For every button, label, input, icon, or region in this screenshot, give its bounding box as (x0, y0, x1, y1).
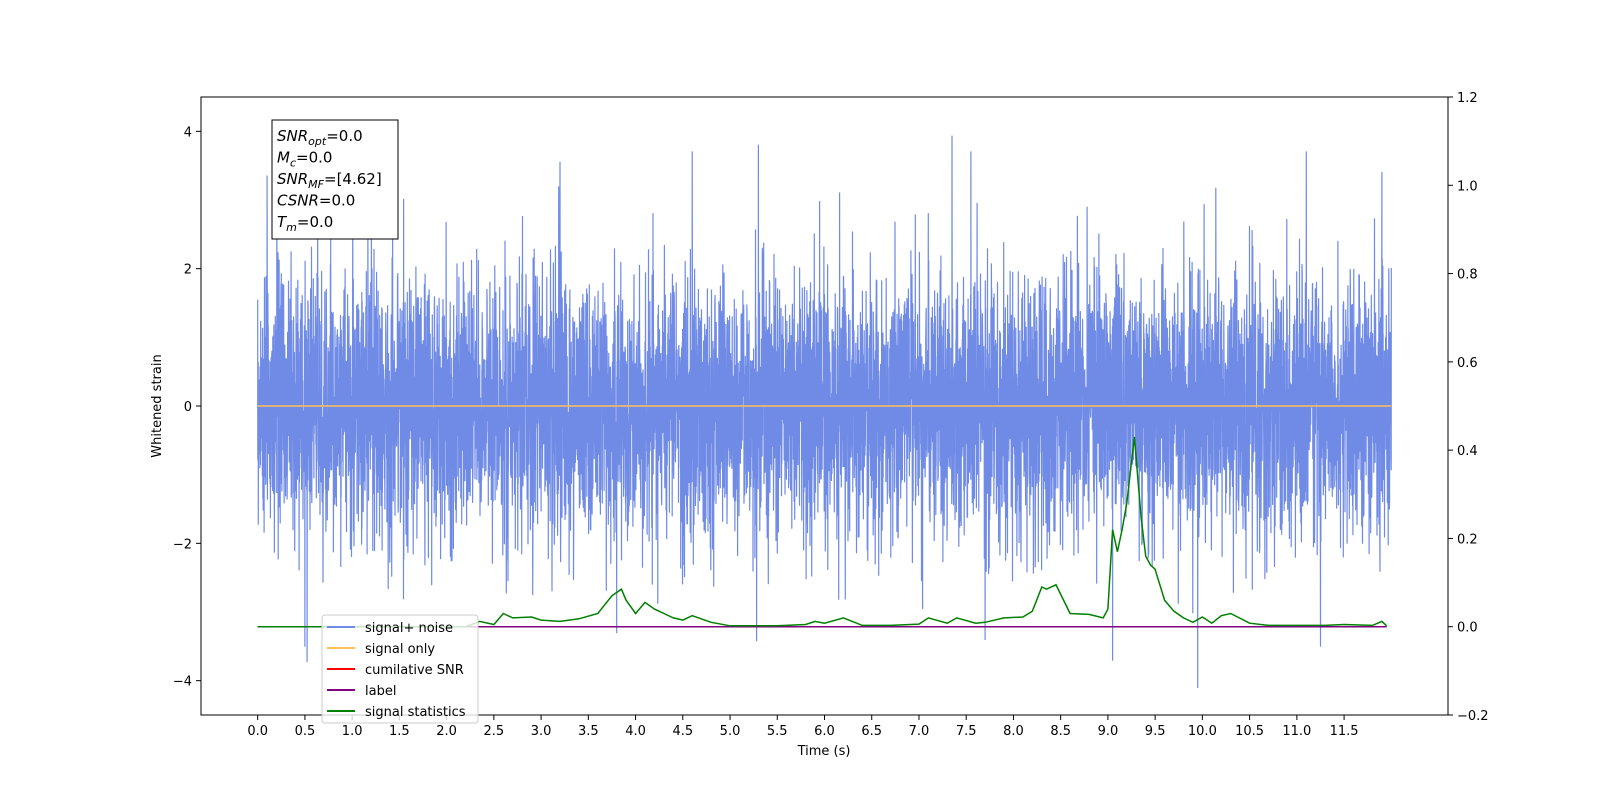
x-tick-label: 3.0 (531, 724, 552, 739)
legend-label: label (365, 684, 396, 699)
x-tick-label: 10.5 (1235, 724, 1264, 739)
y2-tick-label: 0.0 (1457, 621, 1478, 636)
y2-tick-label: 1.2 (1457, 91, 1478, 106)
y2-tick-label: −0.2 (1457, 709, 1489, 724)
x-tick-label: 10.0 (1188, 724, 1217, 739)
stats-line: SNRopt=0.0 (277, 127, 363, 148)
x-tick-label: 3.5 (578, 724, 599, 739)
y2-tick-label: 0.6 (1457, 356, 1478, 371)
y2-tick-label: 0.8 (1457, 268, 1478, 283)
series-line-4 (257, 436, 1388, 628)
legend-label: signal only (365, 642, 435, 657)
x-tick-label: 2.5 (484, 724, 505, 739)
x-tick-label: 6.0 (814, 724, 835, 739)
x-tick-label: 4.0 (625, 724, 646, 739)
x-tick-label: 7.0 (909, 724, 930, 739)
x-axis: 0.0 0.5 1.0 1.5 2.0 2.5 3.0 3.5 4.0 4.5 5.0 5.5 6.0 6… (247, 715, 1359, 739)
y-tick-label: 4 (184, 125, 192, 140)
plot-area (257, 135, 1392, 689)
y-axis-right: −0.2 0.0 0.2 0.4 0.6 0.8 1.0 1.2 (1448, 91, 1489, 724)
y-tick-label: 0 (184, 400, 192, 415)
legend-label: signal+ noise (365, 621, 453, 636)
series-line-signal-noise (257, 135, 1392, 689)
x-tick-label: 5.5 (767, 724, 788, 739)
x-tick-label: 2.0 (436, 724, 457, 739)
x-tick-label: 11.5 (1330, 724, 1359, 739)
x-axis-label: Time (s) (797, 744, 851, 759)
x-tick-label: 0.5 (295, 724, 316, 739)
legend: signal+ noise signal only cumilative SNR la… (321, 614, 479, 724)
x-tick-label: 5.0 (720, 724, 741, 739)
x-tick-label: 8.0 (1003, 724, 1024, 739)
x-tick-label: 1.0 (342, 724, 363, 739)
stats-line: Tm=0.0 (277, 213, 333, 234)
y-axis-label: Whitened strain (150, 354, 165, 457)
stats-box-frame (271, 119, 399, 240)
x-tick-label: 1.5 (389, 724, 410, 739)
x-tick-label: 0.0 (247, 724, 268, 739)
y2-tick-label: 0.2 (1457, 532, 1478, 547)
y-tick-label: −4 (173, 675, 192, 690)
stats-line: CSNR=0.0 (277, 192, 355, 210)
x-tick-label: 9.0 (1098, 724, 1119, 739)
x-tick-label: 6.5 (861, 724, 882, 739)
x-tick-label: 8.5 (1050, 724, 1071, 739)
y-tick-label: −2 (173, 537, 192, 552)
legend-label: cumilative SNR (365, 663, 464, 678)
x-tick-label: 4.5 (672, 724, 693, 739)
legend-frame (321, 614, 479, 724)
stats-line: SNRMF=[4.62] (277, 170, 382, 191)
x-tick-label: 9.5 (1145, 724, 1166, 739)
y2-tick-label: 0.4 (1457, 444, 1478, 459)
stats-line: Mc=0.0 (277, 149, 332, 170)
legend-label: signal statistics (365, 705, 466, 720)
y-tick-label: 2 (184, 263, 192, 278)
x-tick-label: 11.0 (1282, 724, 1311, 739)
y2-tick-label: 1.0 (1457, 179, 1478, 194)
x-tick-label: 7.5 (956, 724, 977, 739)
y-axis-left: −4 −2 0 2 4 (173, 125, 201, 690)
